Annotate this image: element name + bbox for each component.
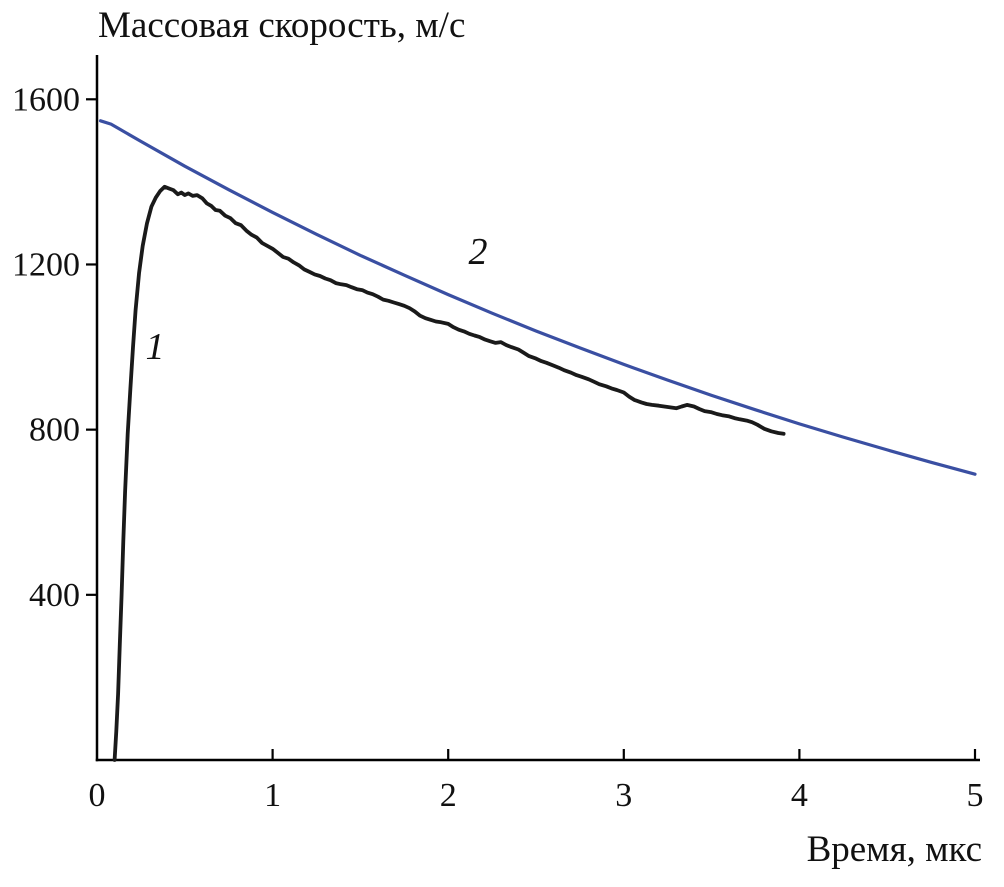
x-tick-label: 4 bbox=[791, 777, 808, 814]
y-tick-label: 1600 bbox=[12, 81, 80, 118]
chart-title: Массовая скорость, м/с bbox=[98, 5, 466, 46]
curve-label-2: 2 bbox=[469, 231, 488, 273]
y-tick-label: 400 bbox=[29, 577, 80, 614]
x-tick-label: 5 bbox=[967, 777, 984, 814]
x-axis-label: Время, мкс bbox=[806, 829, 982, 870]
series-1-line bbox=[112, 184, 786, 762]
x-tick-label: 1 bbox=[264, 777, 281, 814]
x-tick-label: 0 bbox=[89, 777, 106, 814]
x-tick-label: 3 bbox=[615, 777, 632, 814]
series-2-line bbox=[98, 119, 977, 476]
y-tick-label: 800 bbox=[29, 412, 80, 449]
y-tick-label: 1200 bbox=[12, 246, 80, 283]
curve-label-1: 1 bbox=[145, 326, 164, 368]
x-tick-label: 2 bbox=[440, 777, 457, 814]
